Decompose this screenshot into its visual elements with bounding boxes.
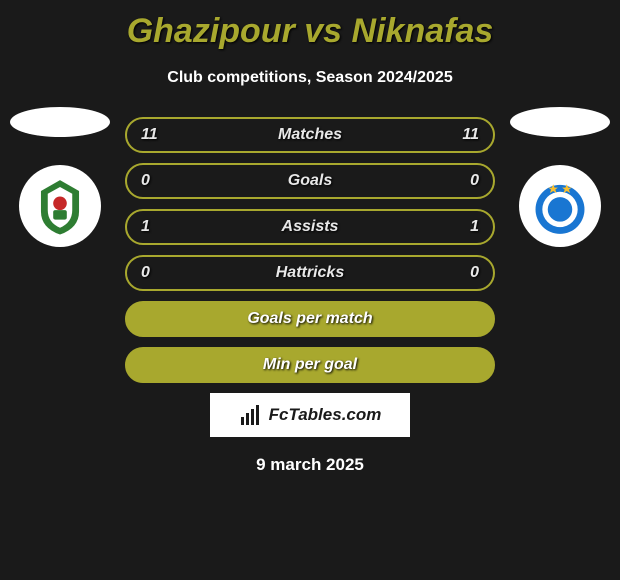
stat-left-value: 0 <box>141 172 171 190</box>
right-ellipse <box>510 107 610 137</box>
stat-left-value: 0 <box>141 264 171 282</box>
stat-label: Min per goal <box>141 356 479 374</box>
stat-right-value: 11 <box>449 126 479 144</box>
right-club-badge-icon <box>526 172 594 240</box>
left-club-badge-icon <box>26 172 94 240</box>
stat-label: Assists <box>171 218 449 236</box>
date-text: 9 march 2025 <box>0 455 620 475</box>
stat-label: Goals <box>171 172 449 190</box>
brand-text: FcTables.com <box>239 403 382 427</box>
left-club-badge <box>19 165 101 247</box>
stat-right-value: 1 <box>449 218 479 236</box>
bar-chart-icon <box>239 403 263 427</box>
stat-label: Goals per match <box>141 310 479 328</box>
subtitle: Club competitions, Season 2024/2025 <box>0 69 620 87</box>
brand-label: FcTables.com <box>269 405 382 425</box>
stat-label: Matches <box>171 126 449 144</box>
stat-left-value: 11 <box>141 126 171 144</box>
stat-row-goals-per-match: Goals per match <box>125 301 495 337</box>
stat-left-value: 1 <box>141 218 171 236</box>
stat-right-value: 0 <box>449 172 479 190</box>
left-ellipse <box>10 107 110 137</box>
stat-row-matches: 11 Matches 11 <box>125 117 495 153</box>
stat-right-value: 0 <box>449 264 479 282</box>
stat-row-assists: 1 Assists 1 <box>125 209 495 245</box>
right-player-column <box>510 107 610 267</box>
left-player-column <box>10 107 110 267</box>
brand-box: FcTables.com <box>210 393 410 437</box>
stat-row-goals: 0 Goals 0 <box>125 163 495 199</box>
comparison-content: 11 Matches 11 0 Goals 0 1 Assists 1 0 Ha… <box>0 117 620 475</box>
stat-row-min-per-goal: Min per goal <box>125 347 495 383</box>
stat-row-hattricks: 0 Hattricks 0 <box>125 255 495 291</box>
page-title: Ghazipour vs Niknafas <box>0 0 620 51</box>
right-club-badge <box>519 165 601 247</box>
stats-container: 11 Matches 11 0 Goals 0 1 Assists 1 0 Ha… <box>125 117 495 383</box>
stat-label: Hattricks <box>171 264 449 282</box>
